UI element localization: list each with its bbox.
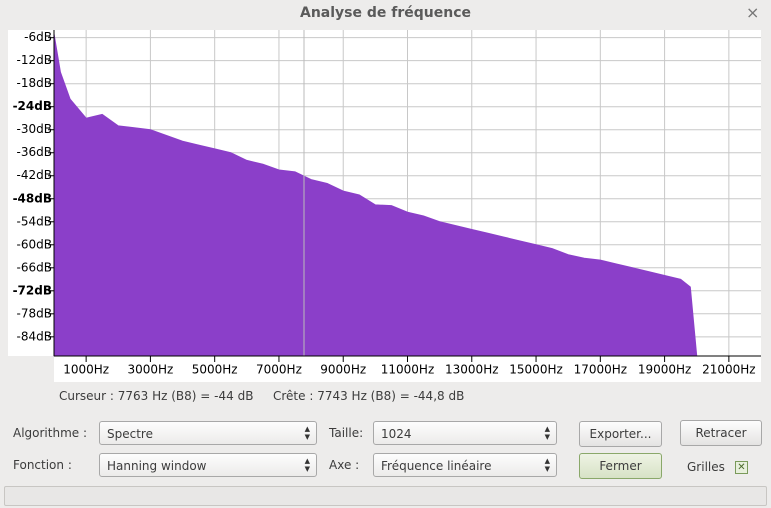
x-tick-label: 13000Hz (445, 363, 499, 377)
algorithm-value: Spectre (107, 427, 153, 441)
x-tick-label: 21000Hz (702, 363, 756, 377)
y-tick-label: -78dB (17, 306, 52, 320)
x-tick-label: 11000Hz (381, 363, 435, 377)
size-label: Taille: (329, 426, 364, 440)
y-tick-label: -12dB (17, 53, 52, 67)
spin-arrows: ▲ ▼ (544, 457, 550, 473)
y-tick-label: -60dB (17, 237, 52, 251)
chart: -6dB -12dB -18dB -24dB -30dB -36dB -42dB -48dB -… (8, 30, 761, 382)
x-tick-label: 5000Hz (192, 363, 238, 377)
y-tick-label: -42dB (17, 168, 52, 182)
spectrum-area (53, 33, 698, 357)
algorithm-combo[interactable]: Spectre ▲ ▼ (99, 421, 317, 445)
y-tick-label: -18dB (17, 76, 52, 90)
status-bar (4, 486, 767, 506)
axis-label: Axe : (329, 458, 360, 472)
y-tick-label: -6dB (24, 30, 52, 44)
peak-readout: Crête : 7743 Hz (B8) = -44,8 dB (273, 389, 465, 403)
grids-label: Grilles (687, 460, 725, 474)
function-label: Fonction : (13, 458, 72, 472)
y-tick-label: -66dB (17, 260, 52, 274)
x-tick-label: 3000Hz (127, 363, 173, 377)
y-tick-label: -72dB (13, 283, 52, 297)
x-tick-label: 7000Hz (256, 363, 302, 377)
y-tick-label: -30dB (17, 122, 52, 136)
close-button[interactable]: Fermer (579, 453, 662, 479)
spin-arrows: ▲ ▼ (544, 425, 550, 441)
replot-button[interactable]: Retracer (680, 420, 762, 446)
spin-arrows: ▲ ▼ (304, 457, 310, 473)
close-icon[interactable]: × (746, 3, 760, 22)
y-tick-label: -54dB (17, 214, 52, 228)
axis-combo[interactable]: Fréquence linéaire ▲ ▼ (373, 453, 557, 477)
cursor-readout: Curseur : 7763 Hz (B8) = -44 dB (59, 389, 254, 403)
function-combo[interactable]: Hanning window ▲ ▼ (99, 453, 317, 477)
x-tick-label: 9000Hz (320, 363, 366, 377)
y-tick-label: -84dB (17, 329, 52, 343)
y-tick-label: -24dB (13, 99, 52, 113)
x-tick-label: 17000Hz (574, 363, 628, 377)
window-title: Analyse de fréquence (299, 5, 471, 21)
spin-arrows: ▲ ▼ (304, 425, 310, 441)
grids-checkbox[interactable]: ✕ (735, 461, 748, 474)
x-tick-label: 15000Hz (509, 363, 563, 377)
y-tick-label: -36dB (17, 145, 52, 159)
x-tick-label: 1000Hz (63, 363, 109, 377)
export-button[interactable]: Exporter... (579, 421, 662, 447)
axis-value: Fréquence linéaire (381, 459, 492, 473)
function-value: Hanning window (107, 459, 207, 473)
y-tick-label: -48dB (13, 191, 52, 205)
size-value: 1024 (381, 427, 412, 441)
size-combo[interactable]: 1024 ▲ ▼ (373, 421, 557, 445)
algorithm-label: Algorithme : (13, 426, 88, 440)
x-tick-label: 19000Hz (638, 363, 692, 377)
